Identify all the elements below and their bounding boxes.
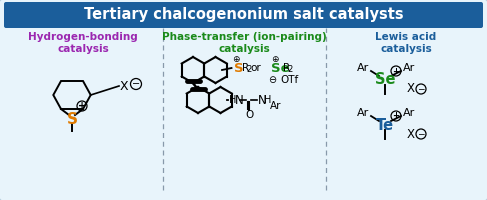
Text: −: −: [417, 130, 425, 138]
Text: Phase-transfer (ion-pairing)
catalysis: Phase-transfer (ion-pairing) catalysis: [162, 32, 326, 54]
Text: Tertiary chalcogenonium salt catalysts: Tertiary chalcogenonium salt catalysts: [84, 7, 403, 22]
Text: N: N: [258, 94, 267, 106]
Text: or: or: [250, 63, 261, 73]
Text: R: R: [242, 63, 249, 73]
Text: O: O: [245, 110, 253, 120]
Text: +: +: [393, 112, 399, 120]
Text: Ar: Ar: [357, 108, 369, 118]
Text: −: −: [417, 84, 425, 94]
Text: Ar: Ar: [270, 101, 281, 111]
Text: OTf: OTf: [281, 75, 299, 85]
Text: H: H: [264, 95, 271, 105]
Text: Se: Se: [375, 72, 395, 88]
FancyBboxPatch shape: [4, 2, 483, 28]
Text: R: R: [282, 63, 290, 73]
Text: Ar: Ar: [403, 63, 415, 73]
Text: H: H: [229, 95, 236, 105]
Text: Ar: Ar: [403, 108, 415, 118]
Text: Ar: Ar: [357, 63, 369, 73]
Text: S: S: [234, 62, 243, 74]
Text: Se: Se: [270, 62, 289, 74]
Text: Te: Te: [376, 117, 394, 132]
Text: ⊖: ⊖: [268, 75, 277, 85]
Text: X: X: [407, 128, 415, 140]
Text: 2: 2: [287, 66, 293, 74]
Text: X: X: [120, 80, 128, 94]
Text: X: X: [407, 82, 415, 96]
Text: Hydrogen-bonding
catalysis: Hydrogen-bonding catalysis: [28, 32, 138, 54]
Text: 2: 2: [246, 66, 252, 74]
Text: S: S: [67, 112, 77, 127]
Text: ⊕: ⊕: [232, 55, 239, 64]
Text: −: −: [132, 79, 140, 89]
Text: Lewis acid
catalysis: Lewis acid catalysis: [375, 32, 437, 54]
Text: +: +: [78, 101, 86, 111]
Text: N: N: [235, 94, 244, 106]
Text: +: +: [393, 66, 399, 75]
Text: ⊕: ⊕: [271, 55, 278, 64]
